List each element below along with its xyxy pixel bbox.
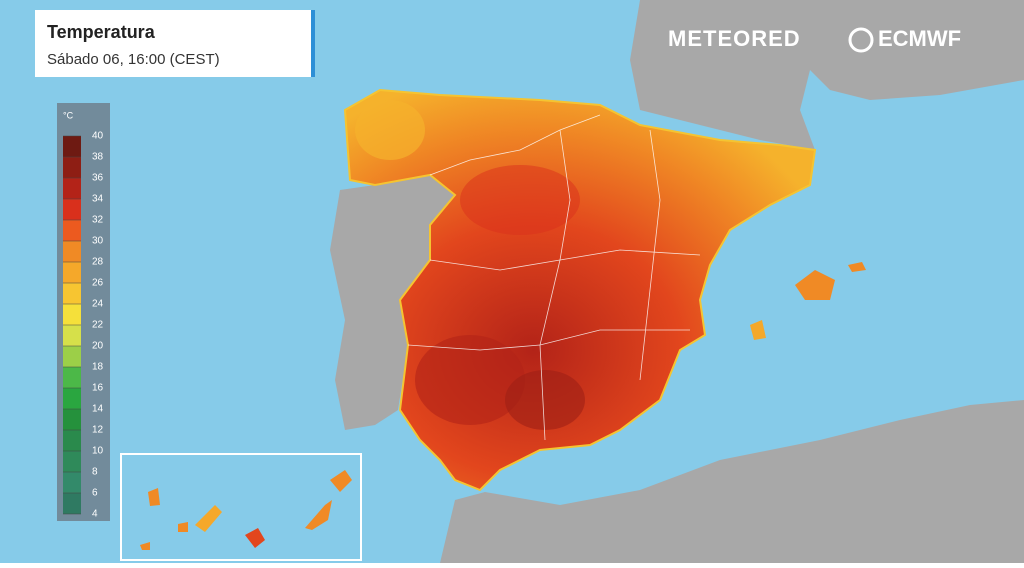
legend: 40 38 36 34 32 30 28 26 24 22 20 18 16 14 12 10 8 6 4 xyxy=(63,131,104,520)
mild-area xyxy=(355,100,425,160)
menorca xyxy=(848,262,866,272)
legend-tick-label: 16 xyxy=(92,383,104,394)
legend-band xyxy=(63,388,81,409)
ecmwf-icon xyxy=(848,27,874,53)
legend-tick-label: 28 xyxy=(92,257,104,268)
legend-band xyxy=(63,409,81,430)
legend-tick-label: 14 xyxy=(92,404,104,415)
legend-tick-label: 8 xyxy=(92,467,98,478)
legend-band xyxy=(63,157,81,178)
legend-band xyxy=(63,451,81,472)
legend-tick-label: 38 xyxy=(92,152,104,163)
legend-tick-label: 20 xyxy=(92,341,104,352)
brand-logo: ECMWF xyxy=(878,26,961,51)
legend-unit: °C xyxy=(63,110,74,120)
legend-band xyxy=(63,430,81,451)
legend-tick-label: 10 xyxy=(92,446,104,457)
legend-tick-label: 34 xyxy=(92,194,104,205)
legend-band xyxy=(63,262,81,283)
legend-tick-label: 12 xyxy=(92,425,104,436)
brand-logo: METEORED xyxy=(668,26,801,51)
legend-tick-label: 6 xyxy=(92,488,98,499)
legend-band xyxy=(63,346,81,367)
region-borders xyxy=(407,114,701,441)
legend-band xyxy=(63,493,81,514)
title: Temperatura xyxy=(47,22,156,42)
title-accent xyxy=(311,10,315,77)
legend-band xyxy=(63,220,81,241)
legend-band xyxy=(63,199,81,220)
africa xyxy=(440,400,1024,563)
hot-area xyxy=(505,370,585,430)
portugal xyxy=(330,175,455,430)
legend-tick-label: 30 xyxy=(92,236,104,247)
france xyxy=(630,0,1024,150)
legend-tick-label: 32 xyxy=(92,215,104,226)
legend-band xyxy=(63,472,81,493)
legend-band xyxy=(63,136,81,157)
legend-tick-label: 18 xyxy=(92,362,104,373)
legend-tick-label: 40 xyxy=(92,131,104,142)
legend-tick-label: 22 xyxy=(92,320,104,331)
legend-band xyxy=(63,304,81,325)
legend-band xyxy=(63,283,81,304)
mallorca xyxy=(795,270,835,300)
title-box xyxy=(35,10,315,77)
legend-band xyxy=(63,241,81,262)
legend-band xyxy=(63,178,81,199)
canary-inset xyxy=(120,453,362,561)
canary-islands xyxy=(140,470,352,550)
hot-area xyxy=(415,335,525,425)
legend-band xyxy=(63,367,81,388)
legend-band xyxy=(63,325,81,346)
legend-tick-label: 26 xyxy=(92,278,104,289)
legend-tick-label: 36 xyxy=(92,173,104,184)
legend-tick-label: 4 xyxy=(92,509,98,520)
subtitle: Sábado 06, 16:00 (CEST) xyxy=(47,51,220,68)
hot-area xyxy=(460,165,580,235)
legend-tick-label: 24 xyxy=(92,299,104,310)
ibiza xyxy=(750,320,766,340)
